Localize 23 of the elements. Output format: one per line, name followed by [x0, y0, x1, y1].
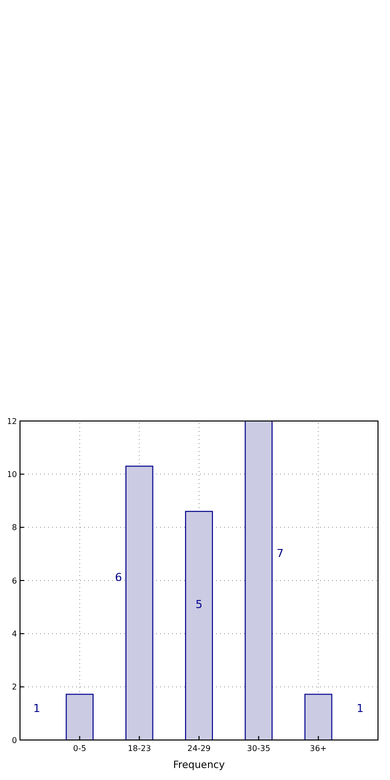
y-tick-label: 4 — [12, 629, 17, 638]
x-tick-label: 24-29 — [187, 744, 211, 753]
y-tick-label: 12 — [6, 416, 17, 426]
annotation: 6 — [114, 571, 122, 584]
x-axis-title: Frequency — [173, 760, 225, 771]
bar — [125, 466, 154, 740]
y-tick-label: 8 — [12, 523, 17, 532]
x-tick-label: 0-5 — [73, 744, 86, 753]
bar — [185, 510, 213, 740]
y-tick-label: 10 — [6, 470, 17, 479]
x-tick-label: 30-35 — [247, 744, 270, 753]
annotation: 1 — [356, 702, 364, 715]
bar — [304, 694, 332, 740]
y-tick-label: 0 — [12, 736, 17, 745]
y-tick-label: 6 — [12, 576, 17, 586]
annotation: 7 — [276, 547, 284, 560]
bar — [244, 420, 273, 740]
x-tick-label: 18-23 — [128, 744, 151, 753]
x-tick-label: 36+ — [310, 744, 327, 753]
annotation: 1 — [33, 702, 40, 715]
annotation: 5 — [196, 598, 202, 611]
y-tick-label: 2 — [12, 682, 17, 692]
bar — [66, 694, 94, 740]
